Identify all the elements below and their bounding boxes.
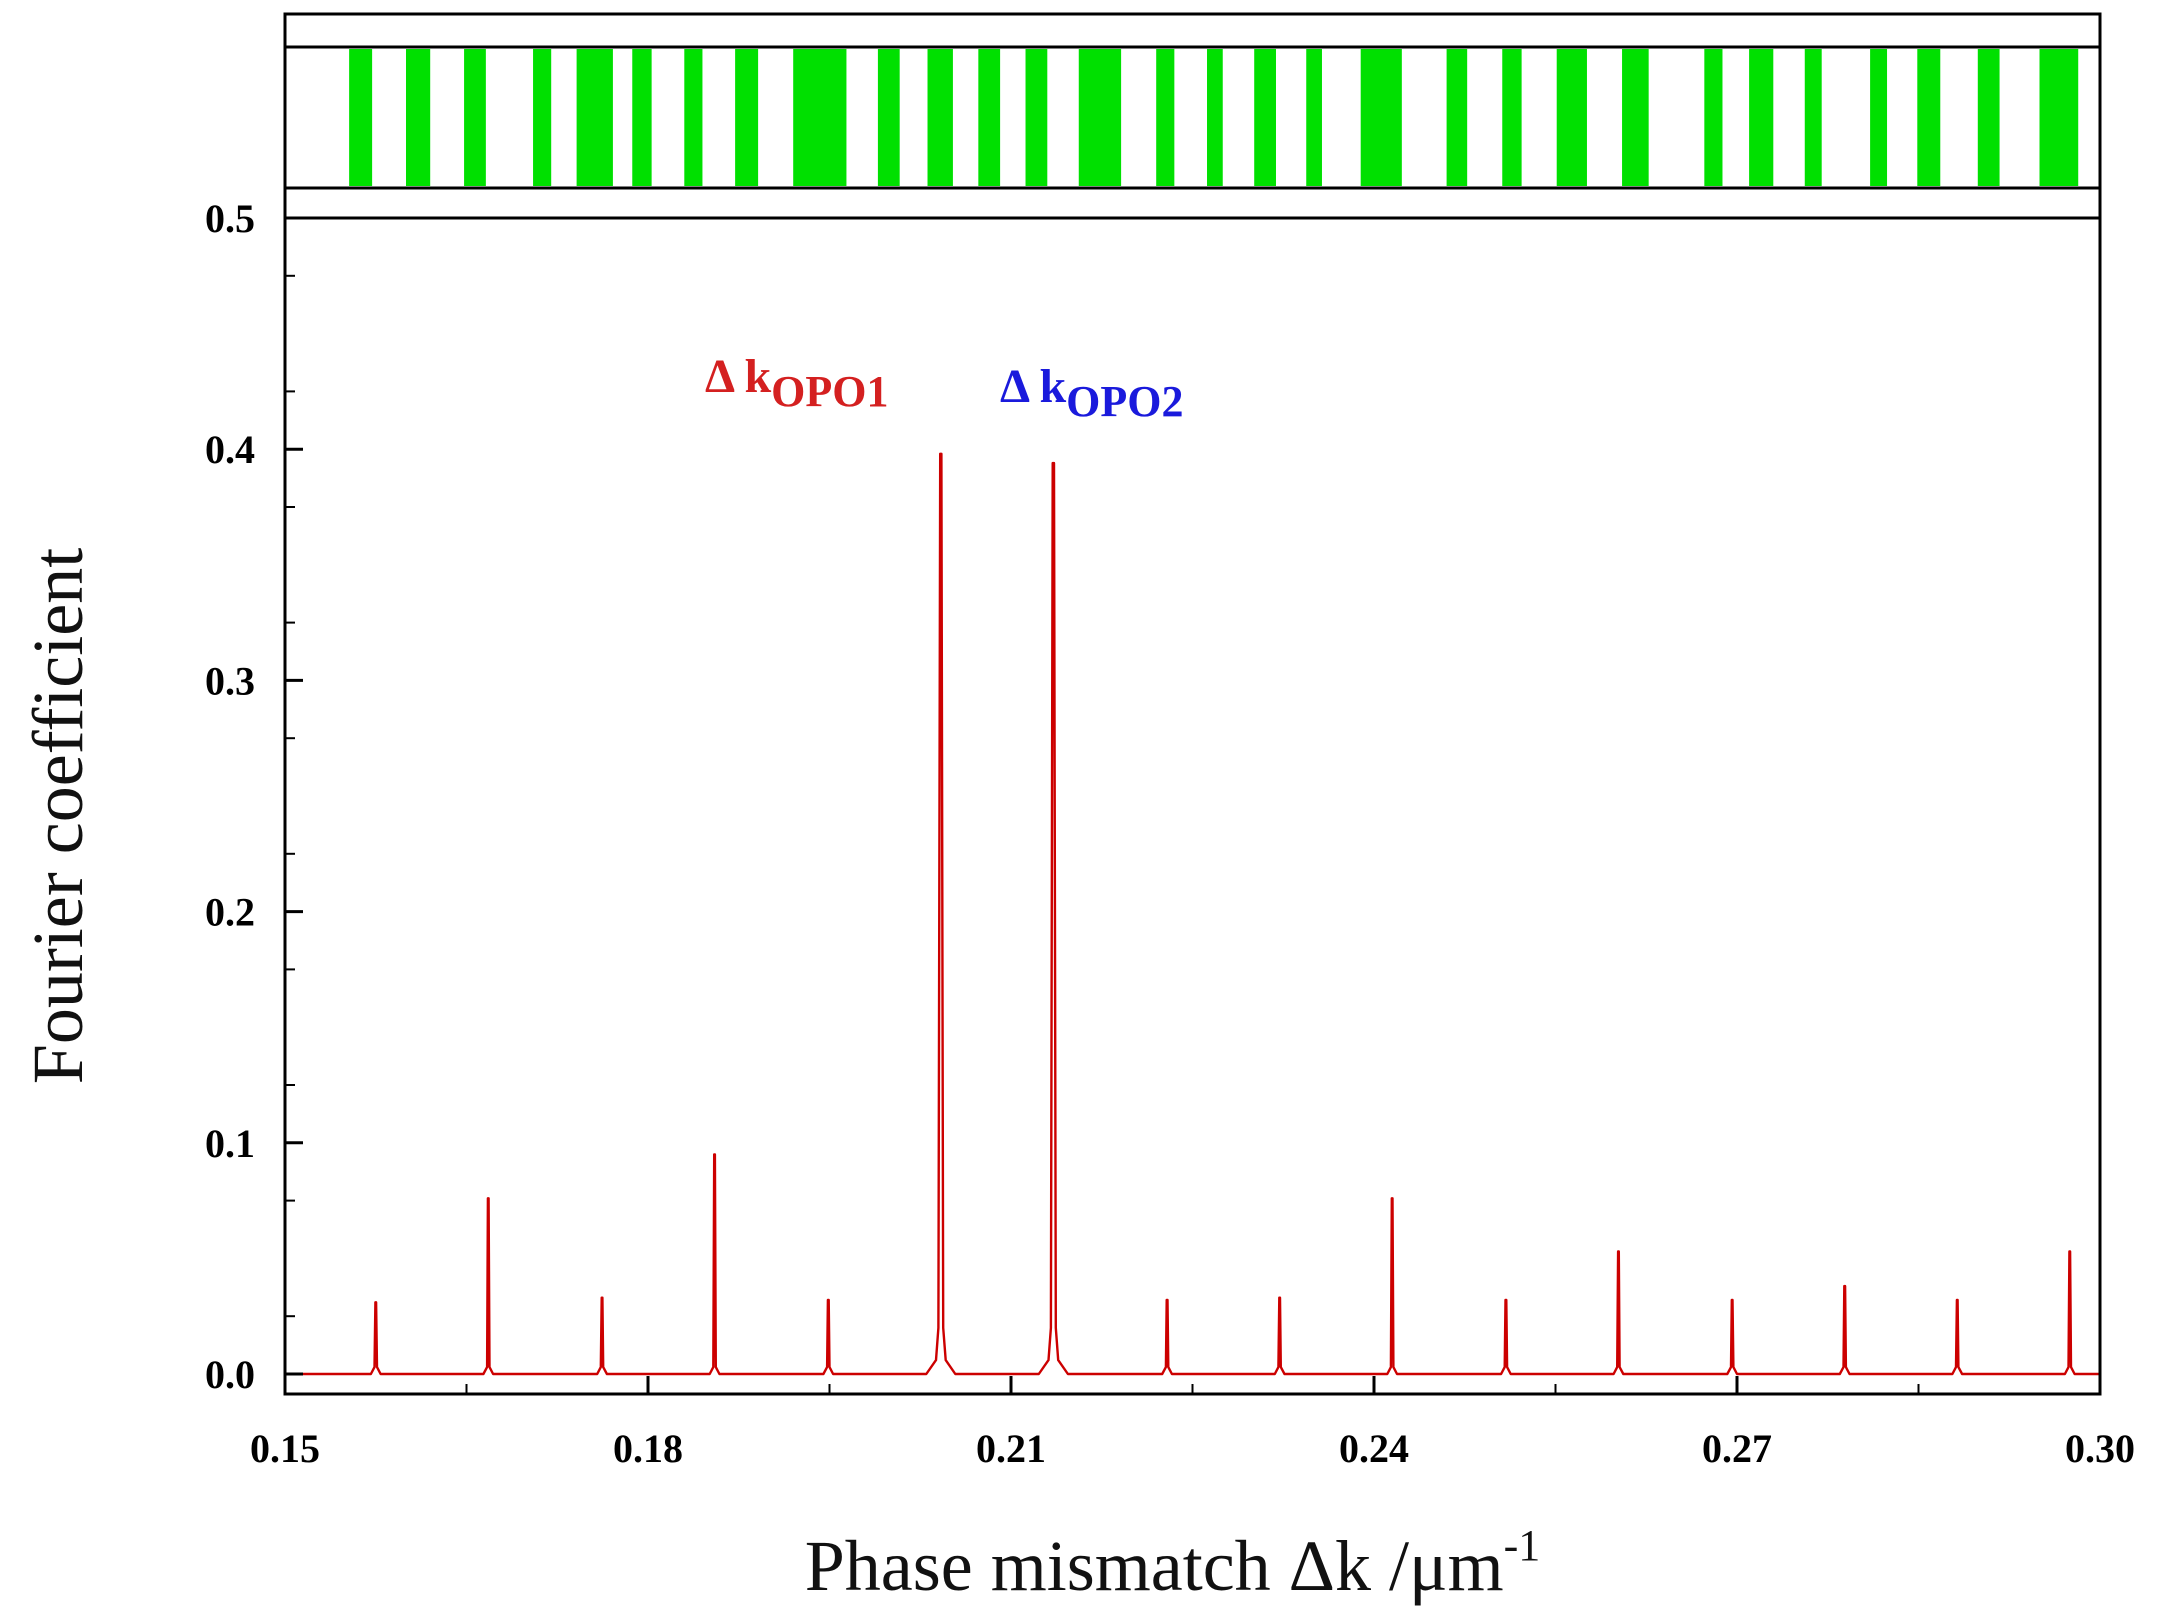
domain-block — [1446, 49, 1468, 186]
domain-block — [632, 49, 652, 186]
domain-block — [406, 49, 431, 186]
domain-block — [927, 49, 953, 186]
domain-block — [1360, 49, 1402, 186]
x-tick-label: 0.27 — [1702, 1426, 1772, 1471]
domain-block — [1078, 49, 1122, 186]
domain-block — [1156, 49, 1175, 186]
domain-block — [1306, 49, 1322, 186]
y-tick-label: 0.2 — [205, 890, 255, 935]
y-tick-label: 0.4 — [205, 427, 255, 472]
x-tick-label: 0.15 — [250, 1426, 320, 1471]
domain-block — [1502, 49, 1522, 186]
x-tick-label: 0.30 — [2065, 1426, 2135, 1471]
fourier-series-line — [285, 452, 2100, 1376]
domain-strip-panel — [283, 12, 2102, 220]
domain-block — [1870, 49, 1888, 186]
x-tick-label: 0.18 — [613, 1426, 683, 1471]
x-tick-label: 0.21 — [976, 1426, 1046, 1471]
domain-block — [464, 49, 486, 186]
y-axis-ticks: 0.0 0.1 0.2 0.3 0.4 0.5 — [205, 196, 303, 1397]
domain-block — [877, 49, 900, 186]
annotation-symbol: Δ k — [1000, 360, 1066, 413]
annotation-subscript: OPO1 — [771, 367, 888, 416]
domain-block — [684, 49, 703, 186]
domain-block — [1749, 49, 1774, 186]
plot-area: 0.00.10.20.30.40.5 0.15 0.18 0.21 0.24 0.27 0… — [205, 196, 2135, 1471]
domain-block — [1025, 49, 1048, 186]
domain-block — [349, 49, 373, 186]
domain-block — [1622, 49, 1649, 186]
y-tick-label: 0.5 — [205, 196, 255, 241]
domain-block — [1207, 49, 1223, 186]
domain-block — [793, 49, 847, 186]
domain-block — [2039, 49, 2079, 186]
domain-block — [1704, 49, 1723, 186]
x-axis-title-superscript: -1 — [1504, 1521, 1541, 1570]
x-axis-title: Phase mismatch Δk /μm-1 — [805, 1521, 1541, 1606]
x-axis-ticks: 0.15 0.18 0.21 0.24 0.27 0.30 — [250, 1376, 2135, 1471]
x-tick-label: 0.24 — [1339, 1426, 1409, 1471]
x-axis-title-text: Phase mismatch Δk /μm — [805, 1526, 1504, 1606]
domain-block — [576, 49, 613, 186]
annotation-symbol: Δ k — [705, 350, 771, 403]
y-axis-title: Fourier coefficient — [18, 548, 98, 1084]
domain-strip-blocks — [349, 49, 2079, 186]
domain-block — [1254, 49, 1276, 186]
domain-block — [1977, 49, 2000, 186]
annotation-subscript: OPO2 — [1066, 377, 1183, 426]
domain-block — [735, 49, 759, 186]
peak-annotations: Δ kOPO1 Δ kOPO2 — [705, 350, 1183, 426]
domain-block — [1804, 49, 1822, 186]
domain-block — [1556, 49, 1587, 186]
domain-block — [533, 49, 552, 186]
annotation-opo1: Δ kOPO1 — [705, 350, 888, 416]
y-tick-label: 0.0 — [205, 1352, 255, 1397]
annotation-opo2: Δ kOPO2 — [1000, 360, 1183, 426]
domain-block — [978, 49, 1001, 186]
y-tick-label: 0.1 — [205, 1121, 255, 1166]
y-tick-label: 0.3 — [205, 658, 255, 703]
domain-block — [1917, 49, 1941, 186]
plot-frame — [283, 216, 2102, 1396]
